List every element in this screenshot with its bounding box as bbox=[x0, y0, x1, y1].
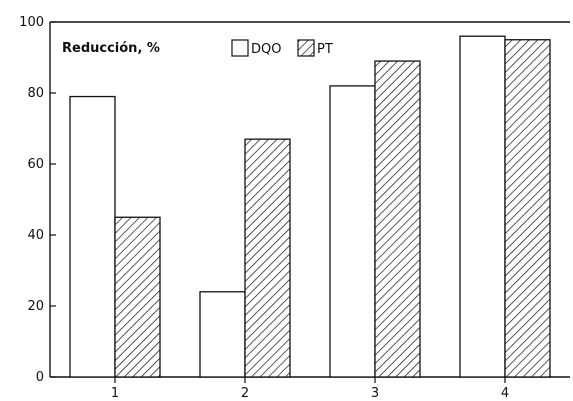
legend-label-dqo: DQO bbox=[251, 42, 281, 57]
x-tick-label: 4 bbox=[501, 386, 509, 401]
y-tick-label: 80 bbox=[27, 86, 44, 101]
y-tick-label: 0 bbox=[36, 370, 44, 385]
legend-swatch-pt bbox=[297, 39, 315, 57]
y-tick-label: 60 bbox=[27, 157, 44, 172]
x-tick-label: 1 bbox=[111, 386, 119, 401]
bar-dqo-3 bbox=[329, 85, 376, 378]
bar-dqo-2 bbox=[199, 291, 246, 378]
bars bbox=[69, 35, 551, 378]
bar-pt-3 bbox=[374, 60, 421, 378]
x-axis: 1 2 3 4 bbox=[111, 377, 509, 401]
y-axis: 0 20 40 60 80 100 bbox=[19, 15, 56, 385]
legend-label-pt: PT bbox=[317, 42, 333, 57]
bar-pt-2 bbox=[244, 138, 291, 378]
y-tick-label: 20 bbox=[27, 299, 44, 314]
y-tick-label: 100 bbox=[19, 15, 44, 30]
bar-dqo-1 bbox=[69, 95, 116, 378]
bar-dqo-4 bbox=[459, 35, 506, 378]
bar-pt-1 bbox=[114, 216, 161, 378]
bar-pt-4 bbox=[504, 39, 551, 378]
x-tick-label: 3 bbox=[371, 386, 379, 401]
y-axis-label: Reducción, % bbox=[62, 41, 160, 56]
x-tick-label: 2 bbox=[241, 386, 249, 401]
legend: Reducción, % DQO PT bbox=[62, 39, 333, 57]
y-tick-label: 40 bbox=[27, 228, 44, 243]
legend-swatch-dqo bbox=[231, 39, 249, 57]
